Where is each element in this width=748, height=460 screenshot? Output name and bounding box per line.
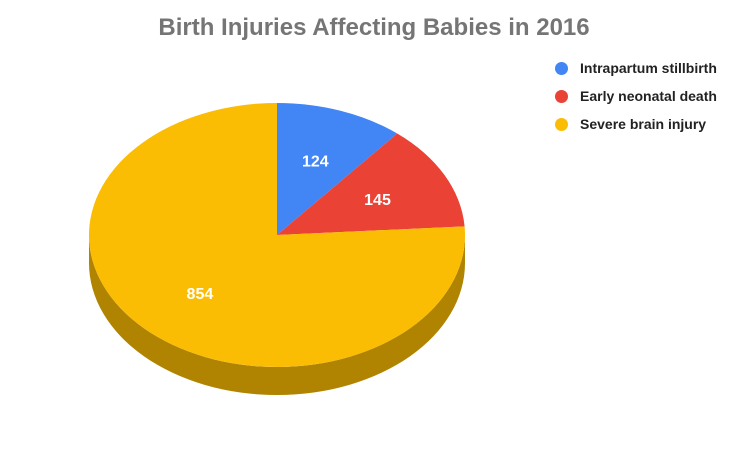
- pie-slice-severe-brain-injury[interactable]: [88, 103, 465, 367]
- legend-label: Early neonatal death: [580, 88, 717, 104]
- pie-slice-intrapartum-stillbirth[interactable]: [277, 103, 398, 235]
- pie-sides: [89, 235, 465, 395]
- slice-value-label: 124: [302, 154, 329, 171]
- chart-title: Birth Injuries Affecting Babies in 2016: [158, 14, 590, 41]
- pie-slice-early-neonatal-death[interactable]: [277, 133, 465, 235]
- legend-swatch-early-neonatal-death: [555, 89, 568, 103]
- legend-item-early-neonatal-death[interactable]: Early neonatal death: [555, 86, 717, 106]
- legend: Intrapartum stillbirth Early neonatal de…: [555, 58, 717, 142]
- pie-side-severe-brain-injury: [89, 235, 465, 395]
- legend-item-severe-brain-injury[interactable]: Severe brain injury: [555, 114, 717, 134]
- pie-top: [88, 103, 465, 367]
- slice-value-label: 145: [364, 192, 391, 209]
- legend-item-intrapartum-stillbirth[interactable]: Intrapartum stillbirth: [555, 58, 717, 78]
- legend-label: Severe brain injury: [580, 116, 707, 132]
- slice-value-label: 854: [187, 286, 214, 303]
- legend-swatch-intrapartum-stillbirth: [555, 61, 568, 75]
- legend-swatch-severe-brain-injury: [555, 117, 568, 131]
- legend-label: Intrapartum stillbirth: [580, 60, 717, 76]
- pie-labels: 124 145 854: [187, 154, 391, 303]
